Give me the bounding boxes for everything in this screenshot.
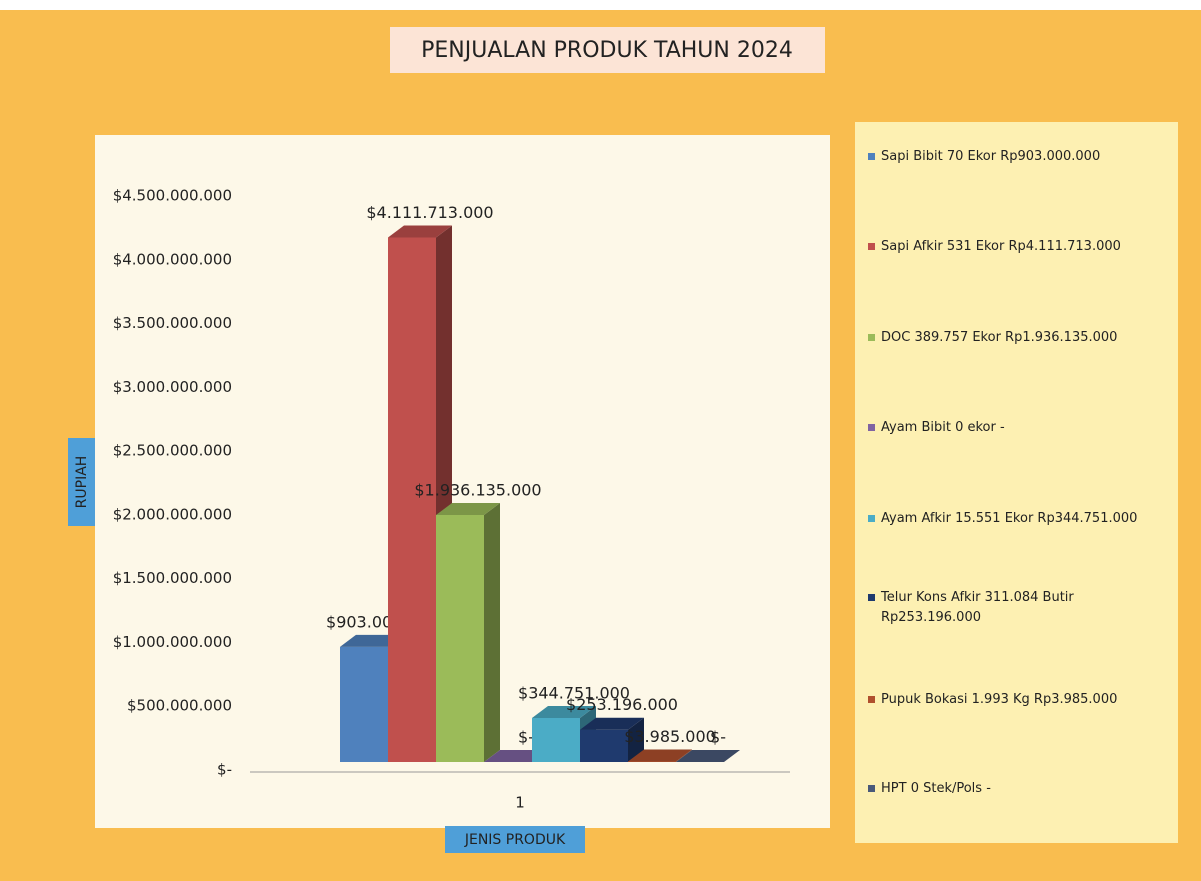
- data-label: $-: [710, 728, 726, 747]
- data-label: $253.196.000: [566, 695, 678, 714]
- bar-top: [388, 225, 452, 238]
- legend-swatch: [868, 424, 875, 431]
- chart-title: PENJUALAN PRODUK TAHUN 2024: [421, 38, 793, 63]
- bar-top: [628, 749, 692, 762]
- legend-swatch: [868, 785, 875, 792]
- bar-front: [532, 718, 580, 762]
- title-box: [390, 27, 825, 73]
- top-strip: [0, 0, 1201, 10]
- legend-entry: Telur Kons Afkir 311.084 Butir Rp253.196…: [868, 588, 1168, 628]
- y-tick-label: $1.000.000.000: [113, 633, 232, 651]
- legend-swatch: [868, 153, 875, 160]
- legend-label: Sapi Bibit 70 Ekor Rp903.000.000: [881, 149, 1101, 164]
- legend-swatch: [868, 515, 875, 522]
- y-tick-label: $1.500.000.000: [113, 569, 232, 587]
- bar-front: [580, 729, 628, 762]
- y-tick-label: $500.000.000: [127, 697, 232, 715]
- bar-top: [676, 750, 740, 762]
- x-tick-label: 1: [515, 794, 525, 812]
- y-tick-label: $2.000.000.000: [113, 505, 232, 523]
- x-axis-title: JENIS PRODUK: [464, 832, 566, 848]
- legend-entry: HPT 0 Stek/Pols -: [868, 779, 1168, 799]
- y-title-box: [68, 438, 95, 526]
- bar-side: [484, 503, 500, 762]
- bar-front: [436, 515, 484, 762]
- legend-entry: DOC 389.757 Ekor Rp1.936.135.000: [868, 328, 1168, 348]
- legend-label: Pupuk Bokasi 1.993 Kg Rp3.985.000: [881, 692, 1118, 707]
- legend-entry: Pupuk Bokasi 1.993 Kg Rp3.985.000: [868, 690, 1168, 710]
- legend-swatch: [868, 594, 875, 601]
- data-label: $4.111.713.000: [366, 203, 493, 222]
- bar-top: [532, 706, 596, 719]
- bar-front: [388, 237, 436, 762]
- legend-entry: Sapi Afkir 531 Ekor Rp4.111.713.000: [868, 237, 1168, 257]
- legend-label: Ayam Bibit 0 ekor -: [881, 420, 1005, 435]
- x-title-box: [445, 826, 585, 853]
- y-tick-label: $4.500.000.000: [113, 187, 232, 205]
- data-label: $1.936.135.000: [414, 481, 541, 500]
- bar: [580, 717, 644, 762]
- legend-label: Telur Kons Afkir 311.084 Butir Rp253.196…: [881, 590, 1074, 625]
- bar-top: [580, 717, 644, 730]
- data-label: $344.751.000: [518, 684, 630, 703]
- legend-entry: Sapi Bibit 70 Ekor Rp903.000.000: [868, 147, 1168, 167]
- data-label: $3.985.000: [624, 727, 716, 746]
- legend-label: Ayam Afkir 15.551 Ekor Rp344.751.000: [881, 511, 1138, 526]
- legend-entry: Ayam Bibit 0 ekor -: [868, 418, 1168, 438]
- y-tick-label: $4.000.000.000: [113, 250, 232, 268]
- y-tick-label: $-: [217, 761, 232, 779]
- legend-label: Sapi Afkir 531 Ekor Rp4.111.713.000: [881, 239, 1121, 254]
- y-tick-label: $3.000.000.000: [113, 378, 232, 396]
- legend-swatch: [868, 243, 875, 250]
- y-tick-label: $2.500.000.000: [113, 442, 232, 460]
- legend-label: HPT 0 Stek/Pols -: [881, 781, 991, 796]
- legend-entry: Ayam Afkir 15.551 Ekor Rp344.751.000: [868, 509, 1168, 529]
- bar-front: [340, 646, 388, 762]
- y-tick-label: $3.500.000.000: [113, 314, 232, 332]
- data-label: $-: [518, 728, 534, 747]
- y-axis-title: RUPIAH: [74, 456, 90, 509]
- legend-label: DOC 389.757 Ekor Rp1.936.135.000: [881, 330, 1118, 345]
- bar-side: [628, 717, 644, 762]
- legend-swatch: [868, 696, 875, 703]
- bar-top: [436, 503, 500, 516]
- legend-swatch: [868, 334, 875, 341]
- bar-front: [628, 761, 676, 762]
- bar: [628, 749, 692, 762]
- bar: [436, 503, 500, 762]
- bar: [676, 750, 740, 762]
- legend-box: [855, 122, 1178, 843]
- bar-side: [676, 749, 692, 762]
